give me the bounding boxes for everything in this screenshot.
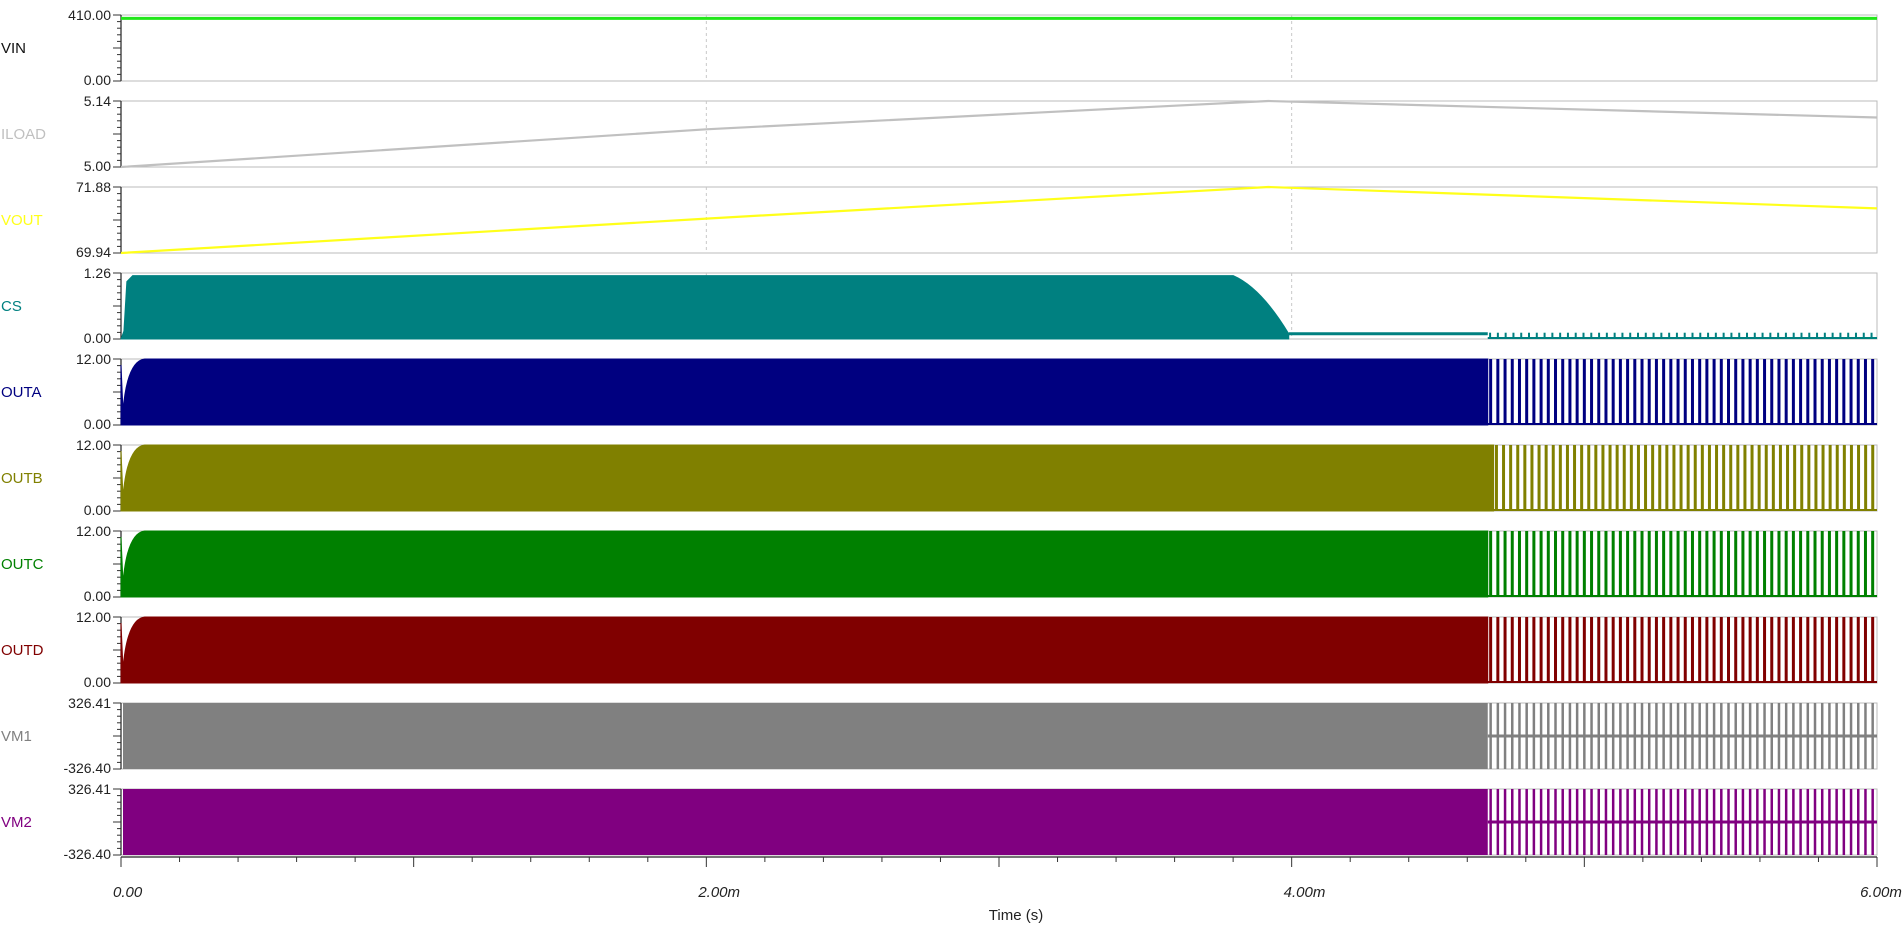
x-tick-label: 0.00	[113, 884, 143, 901]
y-tick-label-top: 5.14	[84, 93, 111, 109]
y-tick-label-bottom: -326.40	[64, 846, 112, 862]
y-tick-label-bottom: 69.94	[76, 244, 111, 260]
y-tick-label-top: 12.00	[76, 523, 111, 539]
y-tick-label-bottom: 0.00	[84, 588, 111, 604]
y-tick-label-top: 12.00	[76, 609, 111, 625]
series-label-outa: OUTA	[1, 384, 42, 401]
series-area-vm2	[123, 789, 1488, 855]
series-label-outb: OUTB	[1, 470, 43, 487]
panel-outc: 12.00 0.00 OUTC	[1, 523, 1878, 604]
y-tick-label-bottom: 0.00	[84, 674, 111, 690]
y-tick-label-bottom: -326.40	[64, 760, 112, 776]
y-tick-label-top: 326.41	[68, 781, 111, 797]
y-tick-label-top: 1.26	[84, 265, 111, 281]
series-line-vout	[120, 185, 1878, 255]
x-tick-label: 6.00m	[1860, 884, 1902, 901]
panel-vm2: 326.41 -326.40 VM2	[1, 781, 1878, 862]
panel-vm1: 326.41 -326.40 VM1	[1, 695, 1878, 776]
y-tick-label-bottom: 0.00	[84, 72, 111, 88]
series-area-outc	[120, 530, 1489, 598]
panel-cs: 1.26 0.00 CS	[1, 265, 1878, 346]
series-area-outb	[120, 444, 1495, 512]
time-axis: 0.00 2.00m 4.00m 6.00m	[113, 856, 1902, 901]
series-label-outd: OUTD	[1, 642, 44, 659]
series-label-vm2: VM2	[1, 814, 32, 831]
y-tick-label-top: 326.41	[68, 695, 111, 711]
series-area-outa	[120, 358, 1489, 426]
panel-outa: 12.00 0.00 OUTA	[1, 351, 1878, 432]
panel-vout: 71.88 69.94 VOUT	[1, 179, 1878, 260]
series-line-iload	[120, 99, 1878, 169]
series-label-outc: OUTC	[1, 556, 44, 573]
series-label-iload: ILOAD	[1, 126, 46, 143]
y-tick-label-bottom: 0.00	[84, 502, 111, 518]
series-label-cs: CS	[1, 298, 22, 315]
series-area-outd	[120, 616, 1489, 684]
panel-frame	[120, 14, 1878, 82]
x-tick-label: 4.00m	[1284, 884, 1326, 901]
y-tick-label-top: 410.00	[68, 7, 111, 23]
y-tick-label-top: 71.88	[76, 179, 111, 195]
x-axis-title: Time (s)	[989, 907, 1043, 924]
panel-outb: 12.00 0.00 OUTB	[1, 437, 1878, 518]
y-tick-label-top: 12.00	[76, 351, 111, 367]
y-tick-label-top: 12.00	[76, 437, 111, 453]
y-tick-label-bottom: 5.00	[84, 158, 111, 174]
series-label-vout: VOUT	[1, 212, 43, 229]
series-label-vm1: VM1	[1, 728, 32, 745]
y-tick-label-bottom: 0.00	[84, 330, 111, 346]
series-area-vm1	[123, 703, 1488, 769]
panel-vin: 410.00 0.00 VIN	[1, 7, 1878, 88]
panel-outd: 12.00 0.00 OUTD	[1, 609, 1878, 690]
panel-iload: 5.14 5.00 ILOAD	[1, 93, 1878, 174]
series-label-vin: VIN	[1, 40, 26, 57]
x-tick-label: 2.00m	[697, 884, 740, 901]
y-tick-label-bottom: 0.00	[84, 416, 111, 432]
panel-frame	[120, 186, 1878, 254]
series-area-cs	[120, 275, 1290, 340]
channel-panels: 410.00 0.00 VIN 5.14 5.00 ILOAD 71.88 69.94 VOUT…	[1, 7, 1878, 862]
